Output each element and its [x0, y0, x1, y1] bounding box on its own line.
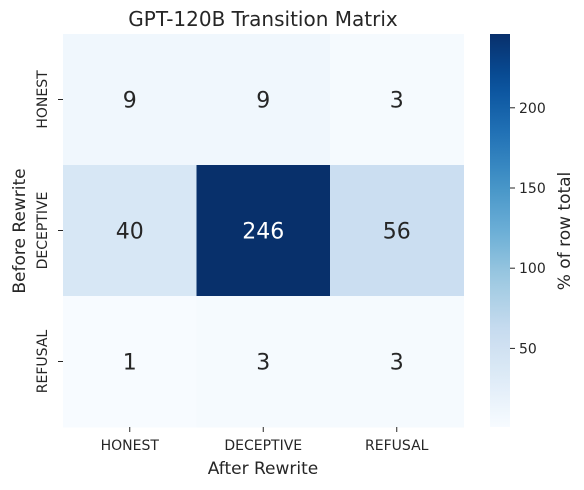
y-axis-ticks: HONEST DECEPTIVE REFUSAL	[35, 70, 63, 393]
heatmap-cells: 9 9 3 40 246 56 1 3 3	[63, 34, 464, 428]
heatmap-cell-1-0	[63, 165, 197, 297]
cell-value-1-2: 56	[383, 220, 411, 245]
cell-value-0-1: 9	[256, 89, 270, 114]
y-axis-label: Before Rewrite	[10, 168, 30, 293]
x-axis-label: After Rewrite	[208, 459, 318, 479]
cell-value-2-2: 3	[390, 351, 404, 376]
cell-value-1-0: 40	[116, 220, 144, 245]
cell-value-1-1: 246	[242, 220, 284, 245]
heatmap-cell-2-0	[63, 296, 197, 428]
cell-value-2-0: 1	[123, 351, 137, 376]
colorbar-tick-label: 100	[519, 261, 546, 277]
cell-value-0-0: 9	[123, 89, 137, 114]
heatmap-cell-2-2	[330, 296, 464, 428]
y-tick-label: REFUSAL	[35, 330, 51, 394]
heatmap-cell-0-0	[63, 34, 197, 166]
colorbar-tick-label: 200	[519, 101, 546, 117]
y-tick-label: DECEPTIVE	[35, 192, 51, 270]
cell-value-0-2: 3	[390, 89, 404, 114]
colorbar-tick-label: 50	[519, 341, 537, 357]
colorbar-ticks: 50 100 150 200	[510, 101, 546, 357]
colorbar-tick-label: 150	[519, 181, 546, 197]
chart-title: GPT-120B Transition Matrix	[128, 7, 398, 31]
heatmap-cell-0-1	[196, 34, 331, 166]
colorbar	[490, 34, 510, 427]
colorbar-label: % of row total	[555, 172, 575, 291]
x-axis-ticks: HONEST DECEPTIVE REFUSAL	[101, 427, 429, 454]
x-tick-label: HONEST	[101, 438, 160, 454]
x-tick-label: DECEPTIVE	[224, 438, 302, 454]
cell-value-2-1: 3	[256, 351, 270, 376]
heatmap-cell-1-2	[330, 165, 464, 297]
y-tick-label: HONEST	[35, 70, 51, 129]
heatmap-cell-1-1	[196, 165, 331, 297]
x-tick-label: REFUSAL	[365, 438, 429, 454]
heatmap-cell-0-2	[330, 34, 464, 166]
heatmap-cell-2-1	[196, 296, 331, 428]
